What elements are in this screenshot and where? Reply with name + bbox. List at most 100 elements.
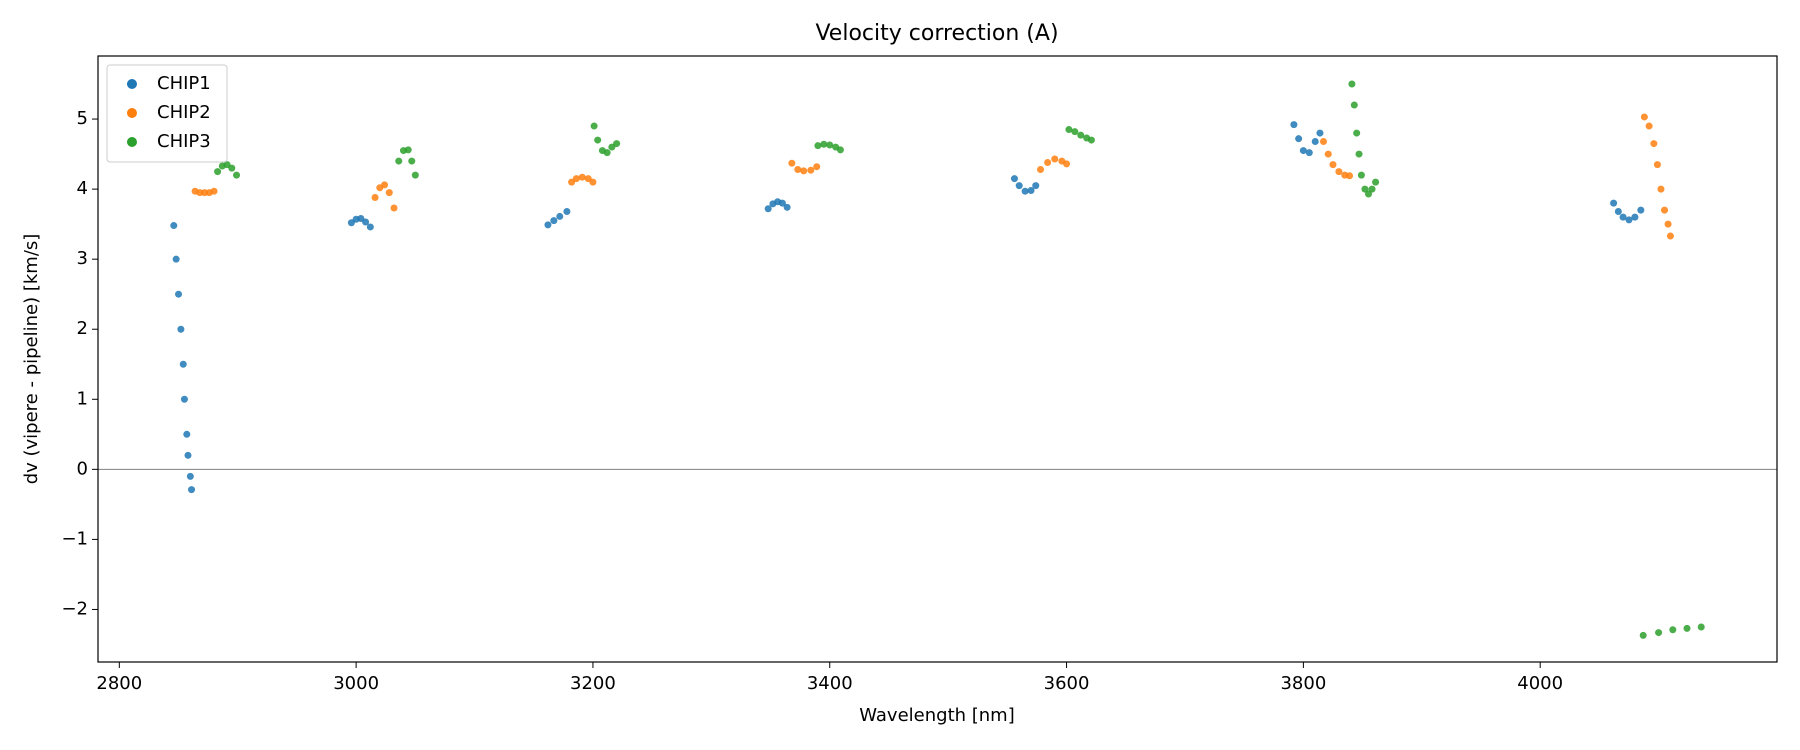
point (1631, 213, 1639, 221)
point (1299, 147, 1307, 155)
point (180, 395, 188, 403)
point (1637, 206, 1645, 214)
point (381, 181, 389, 189)
legend-marker (127, 137, 137, 147)
point (1364, 190, 1372, 198)
point (1666, 232, 1674, 240)
legend: CHIP1 CHIP2 CHIP3 (106, 64, 228, 163)
point (184, 451, 192, 459)
point (1329, 161, 1337, 169)
point (1063, 160, 1071, 168)
point (1372, 178, 1380, 186)
legend-marker (127, 108, 137, 118)
point (556, 212, 564, 220)
point (1640, 113, 1648, 121)
y-tick-label: 4 (77, 178, 88, 199)
point (183, 430, 191, 438)
point (1619, 213, 1627, 221)
point (563, 208, 571, 216)
point (807, 166, 815, 174)
point (1639, 631, 1647, 639)
point (366, 223, 374, 231)
point (788, 159, 796, 167)
point (764, 205, 772, 213)
point (1614, 208, 1622, 216)
point (590, 122, 598, 130)
point (214, 168, 222, 176)
point (1305, 149, 1313, 157)
point (594, 136, 602, 144)
x-tick-label: 3800 (1280, 673, 1326, 694)
point (794, 165, 802, 173)
point (550, 217, 558, 225)
legend-marker (127, 79, 137, 89)
point (177, 325, 185, 333)
point (778, 199, 786, 207)
point (1324, 150, 1332, 158)
point (210, 187, 218, 195)
legend-label: CHIP2 (157, 102, 211, 123)
point (1051, 155, 1059, 163)
x-tick-label: 3600 (1044, 673, 1090, 694)
point (572, 175, 580, 183)
point (1348, 80, 1356, 88)
point (814, 142, 822, 150)
y-tick-label: 2 (77, 318, 88, 339)
point (404, 146, 412, 154)
point (1010, 175, 1018, 183)
point (826, 141, 834, 149)
point (228, 164, 236, 172)
y-tick-label: 1 (77, 388, 88, 409)
point (1077, 131, 1085, 139)
x-tick-label: 3400 (807, 673, 853, 694)
legend-box (106, 64, 228, 163)
point (175, 290, 183, 298)
point (1361, 185, 1369, 193)
chart-title: Velocity correction (A) (815, 21, 1058, 46)
point (603, 149, 611, 157)
point (1653, 161, 1661, 169)
point (1320, 137, 1328, 145)
point (1357, 171, 1365, 179)
point (1335, 168, 1343, 176)
x-tick-label: 3200 (570, 673, 616, 694)
y-tick-label: 0 (77, 458, 88, 479)
point (1316, 129, 1324, 137)
point (1683, 624, 1691, 632)
point (408, 157, 416, 165)
point (1657, 185, 1665, 193)
plot-frame (97, 55, 1778, 663)
x-tick-label: 3000 (333, 673, 379, 694)
point (1290, 121, 1298, 129)
y-tick-label: 5 (77, 108, 88, 129)
point (395, 157, 403, 165)
point (1697, 623, 1705, 631)
point (578, 173, 586, 181)
point (233, 171, 241, 179)
point (1645, 122, 1653, 130)
point (362, 218, 370, 226)
point (1071, 128, 1079, 136)
point (836, 146, 844, 154)
point (1368, 185, 1376, 193)
point (390, 204, 398, 212)
point (1044, 158, 1052, 166)
x-axis-label: Wavelength [nm] (859, 705, 1015, 726)
point (1346, 172, 1354, 180)
point (1087, 136, 1095, 144)
point (1027, 187, 1035, 195)
point (186, 472, 194, 480)
point (544, 221, 552, 229)
legend-label: CHIP3 (157, 131, 211, 152)
point (1610, 199, 1618, 207)
point (1669, 626, 1677, 634)
point (1355, 150, 1363, 158)
point (589, 178, 597, 186)
point (188, 486, 196, 494)
point (385, 189, 393, 197)
point (1311, 137, 1319, 145)
point (1650, 140, 1658, 148)
x-tick-label: 2800 (96, 673, 142, 694)
point (1037, 165, 1045, 173)
